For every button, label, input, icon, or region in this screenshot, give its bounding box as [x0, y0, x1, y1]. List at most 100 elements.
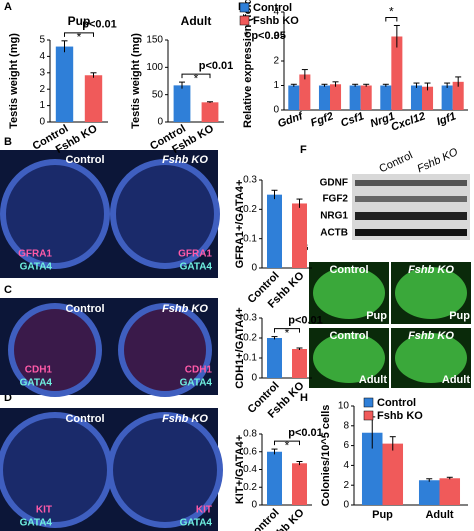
image-label: Fshb KO	[162, 303, 208, 315]
band	[355, 180, 467, 186]
bar	[288, 85, 300, 110]
tubule	[0, 159, 110, 269]
y-axis-label: Testis weight (mg)	[130, 33, 142, 129]
stain-label: GATA4	[180, 262, 213, 273]
legend-label: Fshb KO	[377, 410, 423, 422]
legend-swatch	[363, 410, 374, 421]
panel-letter: D	[4, 392, 12, 404]
significance-star: *	[285, 438, 290, 452]
significance-bracket	[385, 16, 398, 22]
image-label: Control	[65, 154, 104, 166]
bar	[55, 46, 74, 123]
stain-label: KIT	[36, 505, 52, 516]
tubule	[107, 412, 223, 528]
significance-bracket	[274, 328, 300, 333]
tubule	[110, 159, 220, 269]
y-axis-label: Relative expression (fold)	[242, 0, 254, 128]
legend-swatch	[239, 2, 250, 13]
significance-bracket	[181, 73, 211, 79]
stain-label: GATA4	[180, 378, 213, 389]
y-axis-label: CDH1+/GATA4+	[234, 307, 246, 389]
bar	[330, 84, 342, 110]
bar	[267, 194, 282, 268]
legend-swatch	[239, 15, 250, 26]
lane-label: Control	[377, 149, 414, 175]
p-value: p<0.01	[82, 19, 117, 31]
bar	[292, 203, 307, 268]
testis	[395, 267, 467, 319]
x-tick-label: Csf1	[339, 110, 366, 129]
legend-label: Control	[377, 397, 416, 409]
x-tick-label: Cxcl12	[390, 110, 427, 133]
image-label: Fshb KO	[162, 154, 208, 166]
image-label: Control	[329, 330, 368, 342]
band-label: NRG1	[320, 211, 348, 222]
band	[355, 229, 467, 236]
y-tick-label: 0.2	[243, 204, 257, 215]
stain-label: CDH1	[185, 365, 213, 376]
y-tick-label: 1	[39, 100, 45, 111]
image-label: Adult	[442, 374, 470, 386]
y-tick-label: 0	[157, 117, 163, 128]
tubule	[118, 303, 212, 397]
significance-bracket	[64, 32, 94, 37]
y-tick-label: 3	[39, 67, 45, 78]
panel-letter: A	[4, 1, 12, 13]
y-tick-label: 50	[152, 89, 164, 100]
x-tick-label: Pup	[372, 509, 393, 521]
y-tick-label: 4	[39, 51, 45, 62]
y-tick-label: 2	[39, 84, 45, 95]
y-tick-label: 5	[39, 35, 45, 46]
stain-label: GATA4	[180, 518, 213, 529]
image-label: Pup	[449, 310, 470, 322]
y-tick-label: 0.2	[243, 333, 257, 344]
y-tick-label: 10	[338, 401, 350, 412]
lane-label: Fshb KO	[415, 146, 460, 175]
y-tick-label: 0.6	[243, 446, 257, 457]
legend-label: Control	[253, 2, 292, 14]
bar	[299, 74, 311, 110]
panel-letter: B	[4, 136, 12, 148]
y-tick-label: 0.4	[243, 464, 257, 475]
chart-title: Pup	[68, 14, 91, 28]
stain-label: GATA4	[20, 518, 53, 529]
y-tick-label: 2	[273, 56, 279, 67]
image-label: Fshb KO	[408, 264, 454, 276]
y-tick-label: 0.1	[243, 233, 257, 244]
y-tick-label: 0	[251, 263, 257, 274]
band	[355, 196, 467, 202]
legend-label: Fshb KO	[253, 15, 299, 27]
significance-bracket	[274, 440, 300, 446]
bar	[410, 85, 422, 110]
y-tick-label: 0.1	[243, 353, 257, 364]
bar	[418, 480, 440, 505]
band-label: ACTB	[320, 228, 348, 239]
legend-swatch	[363, 397, 374, 408]
chart-title: Adult	[181, 14, 212, 28]
x-tick-label: Igf1	[435, 110, 457, 128]
bar	[441, 85, 453, 110]
y-tick-label: 1	[273, 80, 279, 91]
y-tick-label: 0.3	[243, 175, 257, 186]
x-tick-label: Adult	[425, 509, 453, 521]
stain-label: GATA4	[20, 378, 53, 389]
testis	[313, 333, 385, 383]
y-tick-label: 6	[343, 440, 349, 451]
y-tick-label: 0.3	[243, 313, 257, 324]
x-tick-label: Fgf2	[309, 110, 335, 129]
y-tick-label: 0.8	[243, 429, 257, 440]
y-tick-label: 4	[273, 7, 279, 18]
band	[355, 212, 467, 220]
y-axis-label: Colonies/10^5 cells	[320, 405, 332, 507]
stain-label: GFRA1	[18, 249, 52, 260]
stain-label: GFRA1	[178, 249, 212, 260]
bar	[292, 349, 307, 378]
stain-label: GATA4	[20, 262, 53, 273]
testis	[313, 267, 385, 319]
tubule	[0, 412, 113, 528]
significance-star: *	[389, 5, 394, 19]
bar	[292, 463, 307, 505]
bar	[267, 338, 282, 378]
bar	[201, 102, 219, 122]
